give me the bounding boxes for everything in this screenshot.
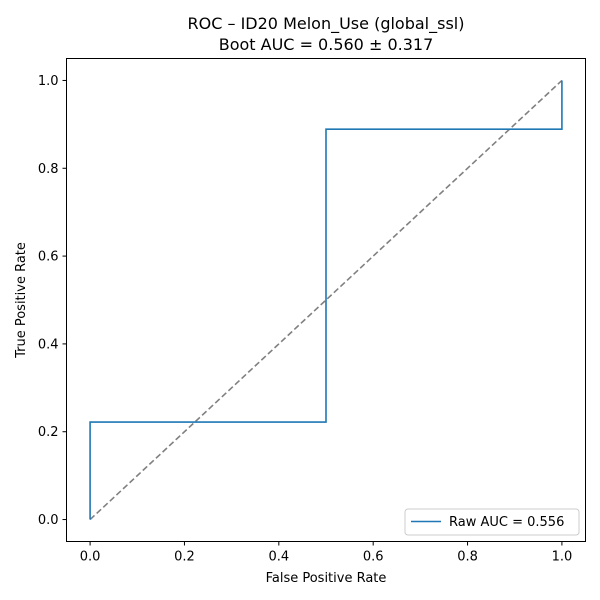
plot-frame: [66, 58, 586, 542]
x-tick-label: 1.0: [552, 550, 573, 565]
y-axis-label: True Positive Rate: [14, 242, 29, 359]
y-tick-label: 0.6: [38, 250, 59, 265]
plot-area: [89, 79, 563, 521]
y-tick-label: 0.8: [38, 162, 59, 177]
x-tick-label: 0.2: [174, 550, 195, 565]
x-tick-label: 0.8: [457, 550, 478, 565]
x-tick-label: 0.0: [80, 550, 101, 565]
legend-label: Raw AUC = 0.556: [449, 515, 564, 530]
chart-title: ROC – ID20 Melon_Use (global_ssl): [188, 14, 465, 34]
y-tick-label: 1.0: [38, 74, 59, 89]
y-tick-label: 0.4: [38, 337, 59, 352]
y-tick-label: 0.0: [38, 513, 59, 528]
legend: Raw AUC = 0.556: [404, 508, 580, 536]
x-tick-label: 0.6: [363, 550, 384, 565]
x-tick-label: 0.4: [268, 550, 289, 565]
legend-box: [404, 508, 580, 536]
x-axis-label: False Positive Rate: [266, 571, 387, 586]
y-tick-label: 0.2: [38, 425, 59, 440]
roc-curve-line: [89, 80, 563, 520]
chart-subtitle: Boot AUC = 0.560 ± 0.317: [219, 35, 434, 54]
